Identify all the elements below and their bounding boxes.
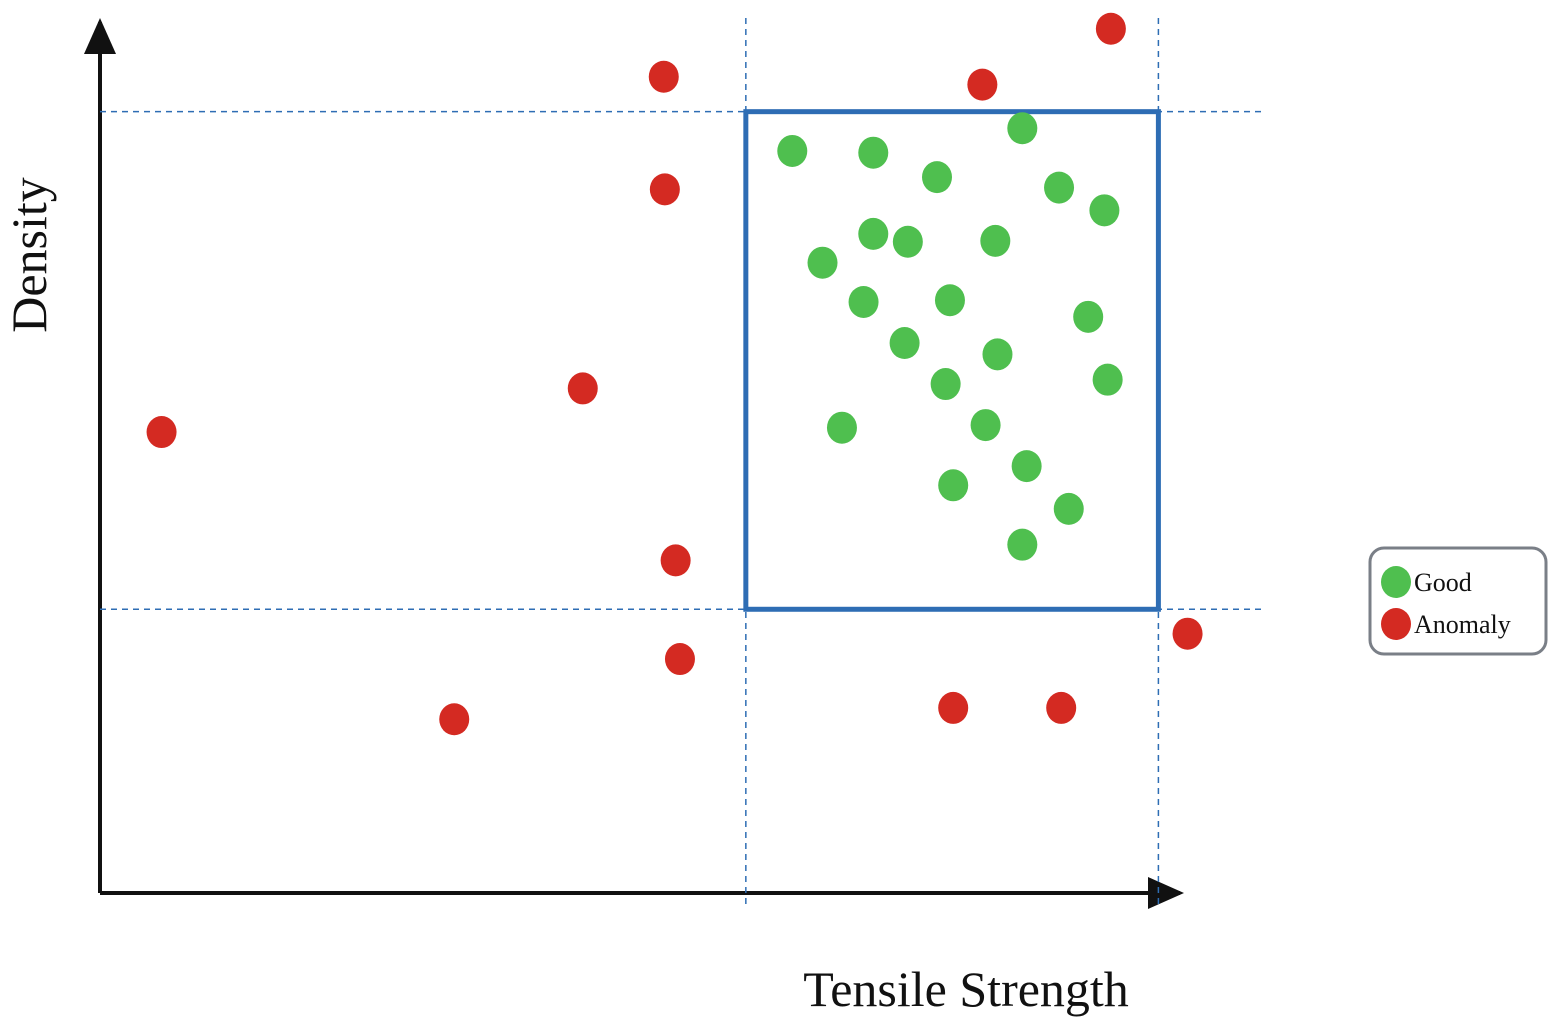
data-point — [892, 225, 923, 258]
legend-label: Anomaly — [1414, 610, 1511, 639]
y-axis-label: Density — [1, 177, 57, 333]
data-point — [1007, 112, 1038, 145]
legend-box — [1368, 546, 1548, 656]
data-point — [938, 691, 969, 724]
threshold-box — [743, 109, 1161, 612]
data-point — [848, 285, 879, 318]
data-point — [1044, 171, 1075, 204]
data-point — [807, 246, 838, 279]
data-point — [1095, 12, 1126, 45]
data-point — [982, 338, 1013, 371]
legend-marker — [1381, 566, 1411, 598]
legend-label: Good — [1414, 568, 1472, 597]
data-point — [439, 703, 470, 736]
data-point — [1092, 363, 1123, 396]
data-point — [938, 469, 969, 502]
data-point — [648, 60, 679, 93]
data-point — [1073, 300, 1104, 333]
data-point — [1172, 617, 1203, 650]
data-point — [146, 416, 177, 449]
data-point — [1011, 450, 1042, 483]
data-point — [1053, 492, 1084, 525]
data-point — [980, 224, 1011, 257]
data-point — [967, 68, 998, 101]
data-point — [1089, 194, 1120, 227]
data-point — [664, 643, 695, 676]
data-point — [889, 327, 920, 360]
data-point — [930, 368, 961, 401]
data-point — [567, 372, 598, 405]
data-point — [858, 136, 889, 169]
data-point — [777, 134, 808, 167]
data-point — [970, 409, 1001, 442]
data-point — [934, 284, 965, 317]
plot-area — [100, 12, 1265, 905]
data-point — [660, 544, 691, 577]
data-point — [858, 217, 889, 250]
legend-marker — [1381, 608, 1411, 640]
data-point — [649, 173, 680, 206]
x-axis-label: Tensile Strength — [803, 961, 1129, 1017]
data-point — [826, 411, 857, 444]
data-point — [922, 161, 952, 194]
data-point — [1007, 528, 1038, 561]
data-point — [1046, 691, 1077, 724]
